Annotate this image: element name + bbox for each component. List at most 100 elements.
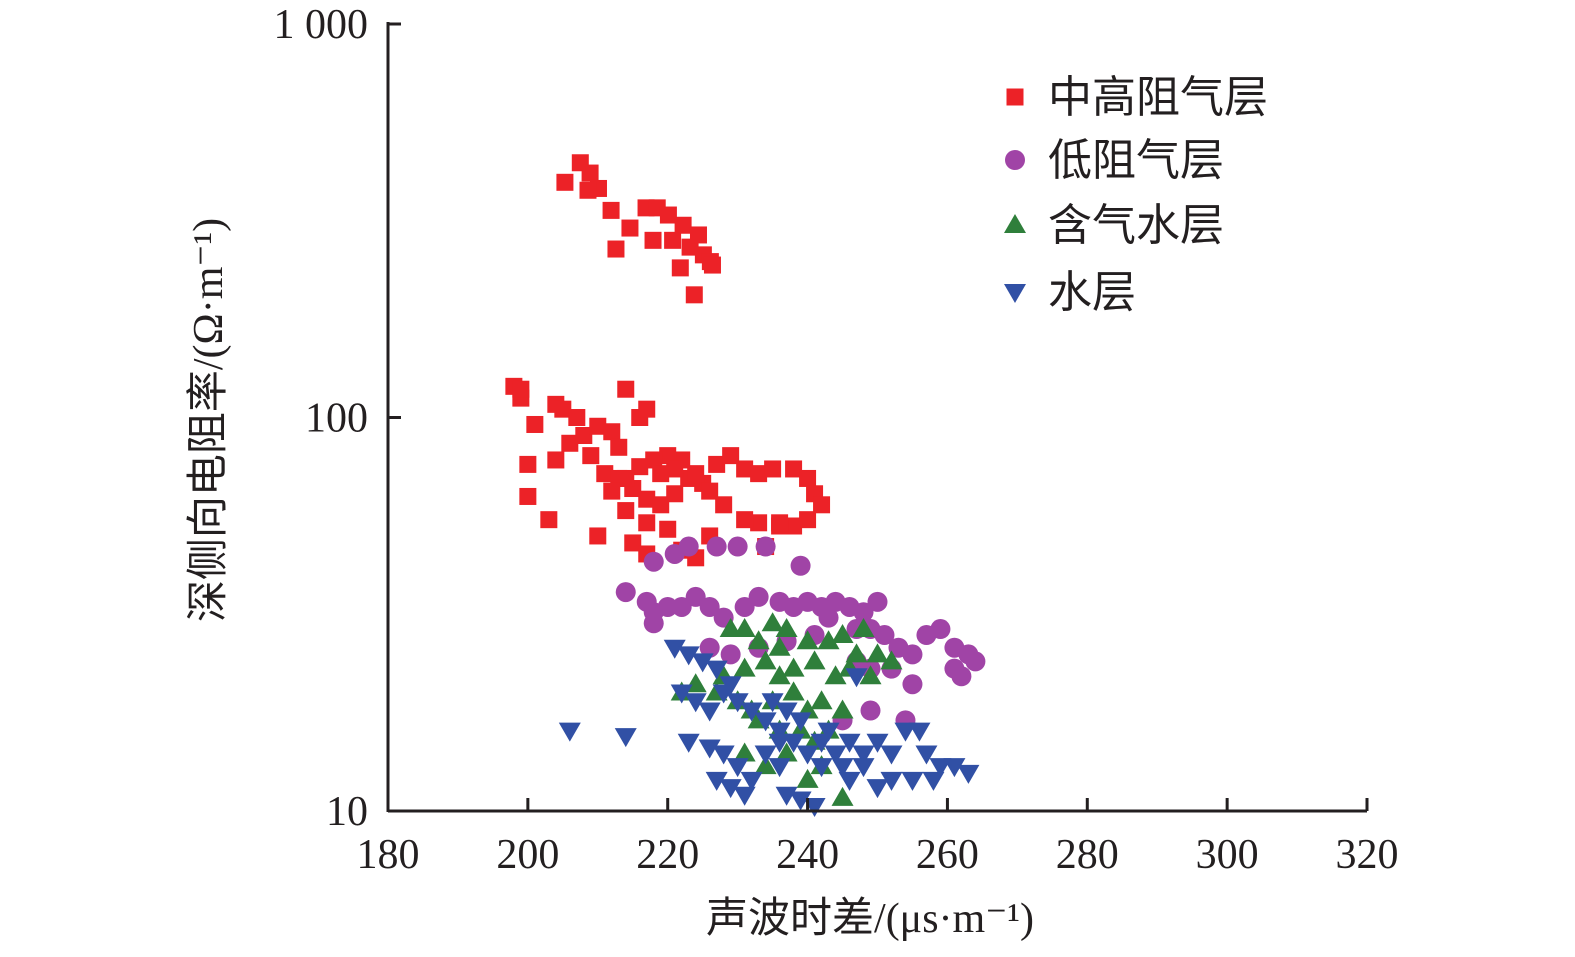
legend-item: 含气水层 xyxy=(1004,201,1224,250)
x-tick-label: 320 xyxy=(1336,832,1399,878)
data-point xyxy=(526,415,544,433)
data-point xyxy=(699,637,720,658)
data-point xyxy=(908,722,931,742)
data-point xyxy=(589,527,607,545)
data-point xyxy=(726,693,749,713)
data-point xyxy=(726,758,749,778)
data-point xyxy=(859,665,882,685)
data-point xyxy=(764,460,782,478)
data-point xyxy=(894,722,917,742)
data-point xyxy=(659,206,677,224)
data-point xyxy=(782,733,805,753)
data-point xyxy=(575,427,593,445)
data-point xyxy=(818,607,839,628)
data-point xyxy=(754,755,777,775)
data-point xyxy=(880,650,903,670)
data-point xyxy=(703,256,721,274)
data-point xyxy=(677,733,700,753)
data-point xyxy=(733,657,756,677)
data-point xyxy=(736,511,754,529)
data-point xyxy=(867,591,888,612)
data-point xyxy=(561,434,579,452)
data-point xyxy=(670,684,693,704)
data-point xyxy=(568,409,586,426)
data-point xyxy=(615,582,636,603)
data-point xyxy=(880,771,903,791)
data-point xyxy=(671,259,689,277)
data-point xyxy=(831,758,854,778)
legend-marker xyxy=(1006,88,1024,106)
data-point xyxy=(719,779,742,799)
data-point xyxy=(866,779,889,799)
data-point xyxy=(785,460,803,478)
series-0 xyxy=(505,154,831,567)
data-point xyxy=(603,423,621,441)
data-point xyxy=(519,455,537,473)
x-tick-label: 260 xyxy=(916,832,979,878)
data-point xyxy=(845,643,868,663)
data-point xyxy=(761,693,784,713)
data-point xyxy=(771,514,789,532)
data-point xyxy=(775,786,798,806)
y-axis-label: 深侧向电阻率/(Ω·m⁻¹) xyxy=(185,218,232,622)
data-points xyxy=(505,154,986,817)
legend-label: 含气水层 xyxy=(1048,201,1224,250)
data-point xyxy=(607,240,625,258)
data-point xyxy=(589,417,607,435)
data-point xyxy=(671,596,692,617)
data-point xyxy=(944,658,965,679)
x-tick-label: 200 xyxy=(496,832,559,878)
data-point xyxy=(540,511,558,529)
data-point xyxy=(902,674,923,695)
data-point xyxy=(810,758,833,778)
data-point xyxy=(853,602,874,623)
data-point xyxy=(845,668,868,688)
data-point xyxy=(796,768,819,788)
data-point xyxy=(880,745,903,765)
data-point xyxy=(789,712,812,732)
data-point xyxy=(740,702,763,722)
data-point xyxy=(733,742,756,762)
y-tick-label: 1 000 xyxy=(274,2,369,48)
data-point xyxy=(617,502,635,520)
data-point xyxy=(740,771,763,791)
data-point xyxy=(685,586,706,607)
data-point xyxy=(799,511,817,529)
data-point xyxy=(727,536,748,557)
data-point xyxy=(775,618,798,638)
data-point xyxy=(659,520,677,538)
data-point xyxy=(768,665,791,685)
data-point xyxy=(782,681,805,701)
legend-item: 水层 xyxy=(1004,268,1136,317)
data-point xyxy=(930,619,951,640)
data-point xyxy=(614,728,637,748)
data-point xyxy=(799,469,817,487)
data-point xyxy=(790,555,811,576)
data-point xyxy=(719,618,742,638)
data-point xyxy=(929,758,952,778)
data-point xyxy=(712,745,735,765)
data-point xyxy=(734,596,755,617)
data-point xyxy=(852,745,875,765)
data-point xyxy=(831,699,854,719)
data-point xyxy=(785,517,803,535)
data-point xyxy=(866,733,889,753)
data-point xyxy=(817,722,840,742)
data-point xyxy=(754,650,777,670)
data-point xyxy=(687,465,705,483)
data-point xyxy=(922,771,945,791)
data-point xyxy=(943,758,966,778)
data-point xyxy=(733,786,756,806)
series-1 xyxy=(615,536,986,731)
data-point xyxy=(831,624,854,644)
legend-label: 水层 xyxy=(1048,268,1136,317)
data-point xyxy=(638,490,656,508)
data-point xyxy=(638,514,656,532)
x-tick-label: 300 xyxy=(1196,832,1259,878)
data-point xyxy=(617,469,635,487)
data-point xyxy=(581,164,599,182)
data-point xyxy=(666,485,684,503)
data-point xyxy=(813,496,831,514)
legend-label: 低阻气层 xyxy=(1048,136,1224,185)
